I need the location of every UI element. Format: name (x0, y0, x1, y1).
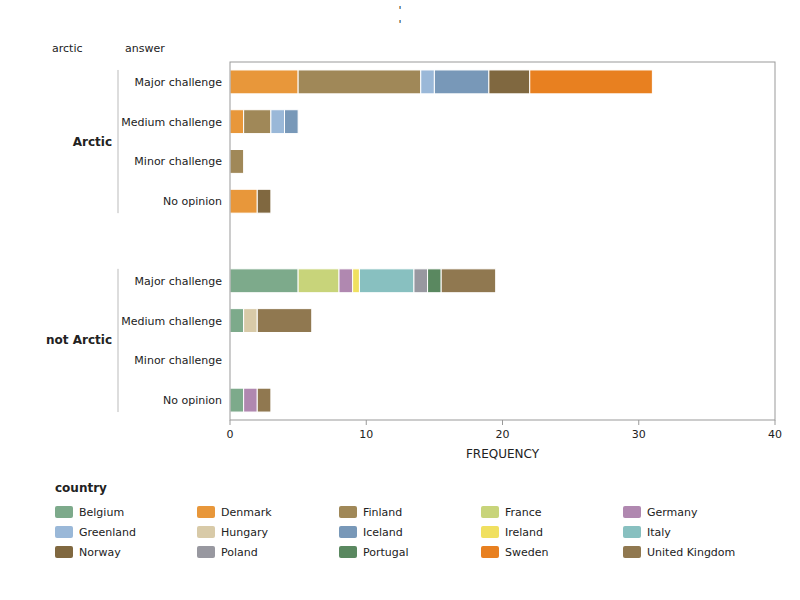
bar-segment (257, 189, 271, 213)
group-label: Arctic (73, 135, 112, 149)
plot-frame (230, 62, 775, 420)
legend-swatch (481, 506, 499, 518)
group-label: not Arctic (46, 333, 112, 347)
column-header: arctic (52, 42, 83, 55)
legend-label: Norway (79, 546, 121, 559)
bar-segment (230, 269, 298, 293)
bar-segment (530, 70, 653, 94)
chart: '' 0 10 20 30 40 FREQUENCY Major challenge Mediu… (0, 0, 800, 600)
legend-swatch (197, 526, 215, 538)
bar-segment (298, 269, 339, 293)
legend-swatch (339, 526, 357, 538)
legend-label: Ireland (505, 526, 543, 539)
x-tick (638, 420, 639, 425)
y-tick-label: Minor challenge (134, 155, 222, 168)
x-axis-label: FREQUENCY (466, 447, 540, 461)
legend-swatch (197, 546, 215, 558)
x-tick (502, 420, 503, 425)
legend-swatch (55, 546, 73, 558)
x-tick (230, 420, 231, 425)
y-tick-label: No opinion (163, 195, 222, 208)
bar-segment (244, 309, 258, 333)
bar-segment (257, 388, 271, 412)
legend-swatch (623, 526, 641, 538)
y-tick-label: Major challenge (135, 76, 223, 89)
legend-label: Finland (363, 506, 402, 519)
group-bracket (118, 269, 119, 412)
bar-segment (230, 309, 244, 333)
bar-segment (230, 70, 298, 94)
legend-swatch (339, 546, 357, 558)
bar-segment (421, 70, 435, 94)
legend-swatch (55, 506, 73, 518)
legend-label: Denmark (221, 506, 272, 519)
bar-segment (271, 110, 285, 134)
legend-swatch (197, 506, 215, 518)
bar-segment (257, 309, 312, 333)
legend-label: Sweden (505, 546, 548, 559)
x-tick (366, 420, 367, 425)
bar-segment (428, 269, 442, 293)
legend-label: Hungary (221, 526, 268, 539)
annotation: ' (398, 4, 401, 17)
legend-swatch (339, 506, 357, 518)
column-header: answer (125, 42, 165, 55)
x-tick-label: 40 (768, 428, 782, 441)
bar-segment (339, 269, 353, 293)
y-tick-label: Medium challenge (121, 315, 222, 328)
legend-label: Italy (647, 526, 671, 539)
bar-segment (353, 269, 360, 293)
legend-swatch (481, 546, 499, 558)
x-tick-label: 30 (632, 428, 646, 441)
bar-segment (414, 269, 428, 293)
bar-segment (230, 189, 257, 213)
bar-segment (230, 388, 244, 412)
bar-segment (230, 150, 244, 174)
bar-segment (230, 110, 244, 134)
plot-area (230, 62, 775, 420)
legend-label: Germany (647, 506, 698, 519)
x-tick-label: 0 (227, 428, 234, 441)
legend-label: Belgium (79, 506, 124, 519)
bar-segment (359, 269, 414, 293)
x-tick (775, 420, 776, 425)
legend-swatch (623, 546, 641, 558)
legend-label: Iceland (363, 526, 403, 539)
legend-swatch (623, 506, 641, 518)
legend-label: Poland (221, 546, 258, 559)
y-tick-label: Major challenge (135, 275, 223, 288)
legend-title: country (55, 481, 107, 495)
background (0, 0, 800, 600)
x-tick-label: 10 (359, 428, 373, 441)
bars (230, 70, 652, 412)
legend: country Belgium Denmark Finland France German… (55, 481, 735, 559)
legend-label: United Kingdom (647, 546, 735, 559)
annotation: ' (398, 18, 401, 31)
bar-segment (285, 110, 299, 134)
y-tick-label: Minor challenge (134, 354, 222, 367)
legend-swatch (55, 526, 73, 538)
x-tick-label: 20 (496, 428, 510, 441)
y-tick-label: Medium challenge (121, 116, 222, 129)
bar-segment (489, 70, 530, 94)
group-bracket (118, 70, 119, 213)
bar-segment (244, 388, 258, 412)
legend-label: Greenland (79, 526, 136, 539)
legend-swatch (481, 526, 499, 538)
bar-segment (244, 110, 271, 134)
bar-segment (298, 70, 421, 94)
bar-segment (434, 70, 489, 94)
legend-label: Portugal (363, 546, 409, 559)
bar-segment (441, 269, 496, 293)
legend-label: France (505, 506, 542, 519)
y-tick-label: No opinion (163, 394, 222, 407)
